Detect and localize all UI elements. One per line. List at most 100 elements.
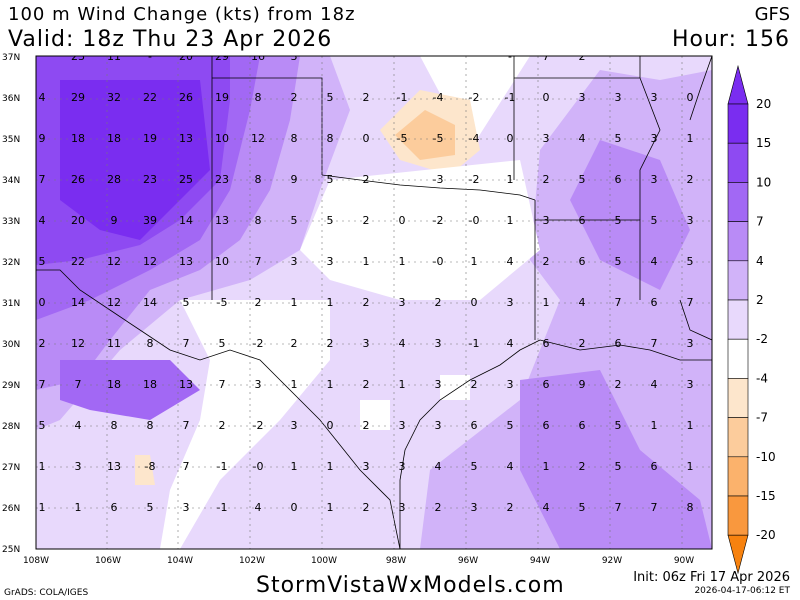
- legend-bottom-arrow: [727, 534, 749, 575]
- grid-value: 1: [327, 501, 334, 514]
- grid-value: 16: [251, 50, 265, 63]
- grid-value: 1: [291, 378, 298, 391]
- lat-label: 35N: [2, 135, 20, 145]
- grid-value: 3: [507, 296, 514, 309]
- legend-label: -7: [756, 411, 768, 425]
- grid-value: 6: [543, 419, 550, 432]
- grid-value: 3: [615, 91, 622, 104]
- grid-value: 3: [327, 255, 334, 268]
- grid-value: 2: [435, 296, 442, 309]
- grid-value: 5: [183, 296, 190, 309]
- grid-value: 3: [291, 255, 298, 268]
- grid-value: -: [508, 50, 512, 63]
- grid-value: 0: [687, 91, 694, 104]
- grid-value: 23: [143, 173, 157, 186]
- legend-swatch: [727, 338, 749, 379]
- shade-20: [60, 80, 210, 240]
- grid-value: 2: [471, 378, 478, 391]
- grid-value: 8: [687, 501, 694, 514]
- grid-value: 6: [543, 337, 550, 350]
- longitude-labels: 108W 106W 104W 102W 100W 98W 96W 94W 92W 90W: [23, 556, 694, 566]
- grid-value: 6: [471, 419, 478, 432]
- grid-value: 7: [39, 173, 46, 186]
- grid-value: 3: [363, 460, 370, 473]
- grid-value: 4: [579, 132, 586, 145]
- grid-value: 7: [75, 378, 82, 391]
- grid-value: 7: [219, 378, 226, 391]
- grid-value: 2: [219, 419, 226, 432]
- lat-label: 30N: [2, 340, 20, 350]
- grid-value: -0: [253, 460, 264, 473]
- grid-value: 12: [143, 255, 157, 268]
- grid-value: 2: [291, 91, 298, 104]
- grid-value: -1: [397, 91, 408, 104]
- grid-value: 3: [291, 419, 298, 432]
- grid-value: 2: [363, 173, 370, 186]
- grid-value: 2: [255, 296, 262, 309]
- grid-value: -1: [217, 501, 228, 514]
- grid-value: -2: [469, 91, 480, 104]
- grid-value: 1: [291, 460, 298, 473]
- grid-value: 8: [291, 132, 298, 145]
- grid-value: 4: [75, 419, 82, 432]
- grid-value: 39: [143, 214, 157, 227]
- grid-value: 8: [255, 173, 262, 186]
- grid-value: -4: [469, 132, 480, 145]
- legend-label: -15: [756, 489, 776, 503]
- legend-label: 2: [756, 293, 764, 307]
- grid-value: 1: [399, 378, 406, 391]
- grid-value: 1: [39, 460, 46, 473]
- grid-value: 0: [327, 419, 334, 432]
- legend-swatch: [727, 495, 749, 536]
- grid-value: 1: [39, 501, 46, 514]
- grid-value: 6: [651, 296, 658, 309]
- grid-value: 19: [215, 91, 229, 104]
- grid-value: 2: [579, 460, 586, 473]
- grid-value: 3: [255, 378, 262, 391]
- grid-value: 9: [579, 378, 586, 391]
- lat-label: 29N: [2, 381, 20, 391]
- grid-value: 7: [651, 337, 658, 350]
- legend-label: 10: [756, 175, 771, 189]
- shade-negative-sw: [135, 455, 155, 485]
- lat-lon-grid: [36, 56, 712, 549]
- grid-value: 6: [543, 378, 550, 391]
- model-name: GFS: [754, 4, 790, 25]
- grid-value: -2: [469, 173, 480, 186]
- legend-label: -2: [756, 332, 768, 346]
- legend-swatch: [727, 260, 749, 301]
- lon-label: 92W: [602, 556, 622, 566]
- grid-value: 7: [183, 460, 190, 473]
- grid-value: 2: [363, 296, 370, 309]
- grid-value: -4: [433, 91, 444, 104]
- grid-value: 14: [179, 214, 193, 227]
- shade-10-south: [60, 360, 200, 420]
- lon-label: 90W: [674, 556, 694, 566]
- grid-value: 2: [291, 337, 298, 350]
- grid-value: 2: [363, 378, 370, 391]
- lat-label: 33N: [2, 217, 20, 227]
- shade-white-center: [300, 160, 540, 300]
- grid-value: 5: [471, 460, 478, 473]
- legend-swatch: [727, 378, 749, 418]
- grid-value: 28: [107, 173, 121, 186]
- grid-value: 3: [435, 419, 442, 432]
- lon-label: 104W: [167, 556, 193, 566]
- grid-values: 23 11-20 29 16 3-7 24 29 32 22 26 19 8 2 5 2 -1 -4 -2 -1 0 3…: [39, 50, 694, 514]
- grid-value: 1: [327, 460, 334, 473]
- grid-value: -3: [433, 173, 444, 186]
- grid-value: 5: [327, 91, 334, 104]
- grid-value: -0: [469, 214, 480, 227]
- grid-value: 4: [507, 255, 514, 268]
- grid-value: 1: [651, 419, 658, 432]
- grid-value: 5: [39, 255, 46, 268]
- grid-value: 20: [179, 50, 193, 63]
- grid-value: 10: [215, 132, 229, 145]
- grid-value: 6: [651, 460, 658, 473]
- grid-value: 4: [651, 378, 658, 391]
- grid-value: 6: [615, 337, 622, 350]
- legend-label: 7: [756, 215, 764, 229]
- lat-label: 36N: [2, 94, 20, 104]
- grid-value: 10: [215, 255, 229, 268]
- grid-value: 4: [255, 501, 262, 514]
